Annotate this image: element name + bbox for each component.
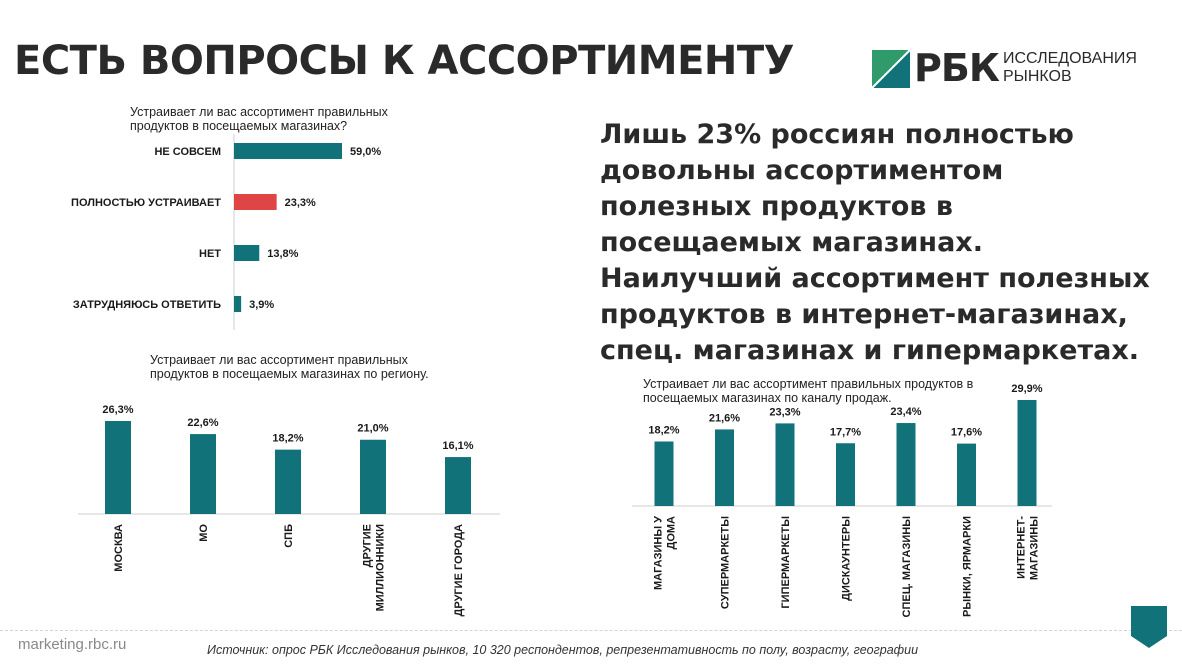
chart2-value-label: 16,1%	[442, 440, 473, 452]
chart1-bar	[234, 194, 277, 210]
chart3-bar	[775, 423, 795, 506]
chart1-category-label: НЕ СОВСЕМ	[154, 146, 221, 158]
chart3-title: Устраивает ли вас ассортимент правильных…	[643, 377, 974, 405]
chart1-value-label: 23,3%	[285, 197, 316, 209]
chart3-category-label: СПЕЦ. МАГАЗИНЫ	[901, 516, 913, 618]
chart2-title: Устраивает ли вас ассортимент правильных…	[150, 353, 429, 381]
footer-site: marketing.rbc.ru	[18, 636, 127, 653]
chart3-category-label: СУПЕРМАРКЕТЫ	[720, 516, 732, 609]
chart3-value-label: 18,2%	[648, 424, 679, 436]
rbc-logo-mark-icon	[871, 49, 911, 89]
lead-text: Лишь 23% россиян полностью довольны ассо…	[600, 119, 1150, 366]
chart2-value-label: 18,2%	[272, 433, 303, 445]
chart3-bar	[896, 423, 916, 506]
corner-tab-icon	[1131, 606, 1167, 648]
chart3-category-label: ГИПЕРМАРКЕТЫ	[780, 516, 792, 609]
chart2-bar	[105, 421, 131, 514]
chart3-value-label: 21,6%	[709, 412, 740, 424]
chart2-value-label: 21,0%	[357, 423, 388, 435]
logo-line-1: ИССЛЕДОВАНИЯ	[1003, 50, 1137, 67]
chart3-bar	[654, 441, 674, 506]
chart3-category-label: ИНТЕРНЕТ-МАГАЗИНЫ	[1016, 516, 1041, 580]
footer-divider	[0, 630, 1182, 631]
chart3-value-label: 23,3%	[769, 406, 800, 418]
chart3-value-label: 23,4%	[890, 406, 921, 418]
chart3-category-label: РЫНКИ, ЯРМАРКИ	[962, 516, 974, 617]
chart1-bar	[234, 143, 342, 159]
chart2-bar	[445, 457, 471, 514]
chart2-bar	[360, 439, 386, 514]
chart1-category-label: НЕТ	[199, 248, 221, 260]
logo-line-2: РЫНКОВ	[1003, 68, 1072, 85]
chart2-category-label: ДРУГИЕМИЛЛИОННИКИ	[362, 524, 387, 611]
chart3-category-label: ДИСКАУНТЕРЫ	[841, 516, 853, 601]
chart1-category-label: ПОЛНОСТЬЮ УСТРАИВАЕТ	[71, 197, 221, 209]
chart2-category-label: СПБ	[283, 524, 295, 548]
chart2-bar	[275, 449, 301, 514]
chart3-bar	[957, 443, 976, 506]
rbc-logo: РБК ИССЛЕДОВАНИЯ РЫНКОВ	[871, 46, 1142, 92]
chart3-bar	[1017, 400, 1037, 506]
chart3-bar	[715, 429, 734, 506]
chart3-category-label: МАГАЗИНЫ УДОМА	[653, 516, 678, 590]
chart3-value-label: 17,6%	[951, 427, 982, 439]
logo-subtitle: ИССЛЕДОВАНИЯ РЫНКОВ	[1003, 50, 1137, 86]
chart2-bar	[190, 434, 216, 514]
chart1-category-label: ЗАТРУДНЯЮСЬ ОТВЕТИТЬ	[73, 299, 221, 311]
chart3-value-label: 29,9%	[1011, 383, 1042, 395]
footer-source: Источник: опрос РБК Исследования рынков,…	[207, 643, 919, 657]
chart2-category-label: МО	[198, 524, 210, 542]
chart3-bar	[836, 443, 855, 506]
chart1-value-label: 59,0%	[350, 146, 381, 158]
chart1-title: Устраивает ли вас ассортимент правильных…	[130, 105, 388, 133]
chart2-category-label: МОСКВА	[113, 524, 125, 572]
chart1-value-label: 13,8%	[267, 248, 298, 260]
chart2-value-label: 26,3%	[102, 404, 133, 416]
page-title: ЕСТЬ ВОПРОСЫ К АССОРТИМЕНТУ	[14, 38, 795, 84]
chart2-category-label: ДРУГИЕ ГОРОДА	[453, 524, 465, 616]
chart1-value-label: 3,9%	[249, 299, 274, 311]
chart1-bar	[234, 245, 260, 261]
chart1-bar	[234, 296, 242, 312]
logo-brand: РБК	[914, 46, 1000, 90]
chart2-value-label: 22,6%	[187, 417, 218, 429]
chart3-value-label: 17,7%	[830, 426, 861, 438]
